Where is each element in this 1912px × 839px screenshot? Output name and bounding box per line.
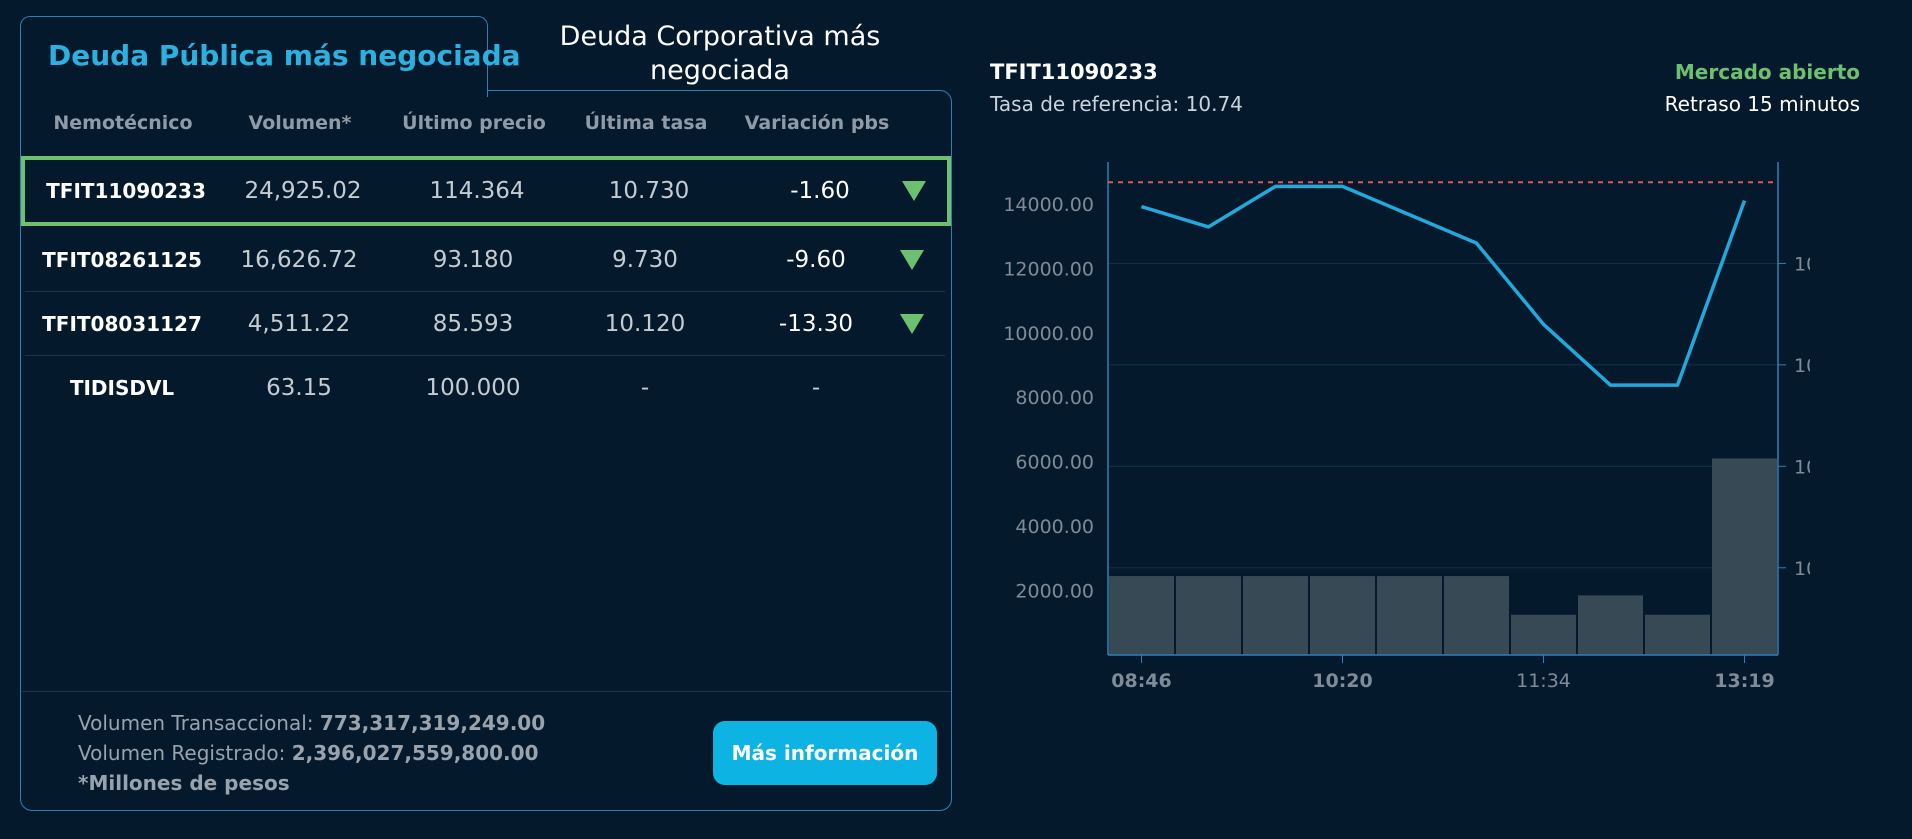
volume-bar: [1243, 576, 1308, 655]
table-row[interactable]: TIDISDVL 63.15 100.000 - -: [25, 356, 945, 420]
volume-bar: [1645, 614, 1710, 655]
right-tick-label: 10.60: [1794, 456, 1810, 478]
row-volumen: 4,511.22: [247, 311, 351, 337]
volume-bar: [1377, 576, 1442, 655]
volume-bar: [1511, 614, 1576, 655]
x-tick-label: 08:46: [1111, 670, 1171, 692]
row-divider: [25, 291, 945, 292]
row-variacion: -: [811, 375, 821, 401]
market-status: Mercado abierto: [1674, 60, 1860, 84]
down-arrow-icon: [902, 181, 926, 201]
row-tasa: 9.730: [612, 247, 678, 273]
volume-bar: [1109, 576, 1174, 655]
left-tick-label: 6000.00: [1015, 452, 1094, 474]
row-tasa: 10.120: [604, 311, 686, 337]
volume-bar: [1578, 595, 1643, 655]
table-header: Nemotécnico Volumen* Último precio Últim…: [20, 112, 952, 142]
delay-notice: Retraso 15 minutos: [1664, 92, 1860, 116]
x-tick-label: 11:34: [1516, 670, 1571, 692]
left-tick-label: 14000.00: [1003, 194, 1094, 216]
row-volumen: 24,925.02: [244, 178, 362, 204]
row-precio: 85.593: [432, 311, 514, 337]
price-chart: 2000.00 4000.00 6000.00 8000.00 10000.00 1200…: [1003, 162, 1810, 692]
row-nemotecnico: TIDISDVL: [69, 376, 175, 400]
row-precio: 93.180: [432, 247, 514, 273]
tab-deuda-publica[interactable]: Deuda Pública más negociada: [20, 16, 521, 97]
table-row-selected[interactable]: TFIT11090233 24,925.02 114.364 10.730 -1…: [21, 156, 951, 226]
right-tick-label: 10.55: [1794, 558, 1810, 580]
tab-deuda-corporativa-label-2: negociada: [650, 55, 790, 86]
header-ultimo-precio: Último precio: [402, 112, 546, 134]
row-nemotecnico: TFIT11090233: [46, 179, 206, 203]
right-tick-label: 10.65: [1794, 355, 1810, 377]
row-tasa: 10.730: [608, 178, 690, 204]
volume-bar: [1310, 576, 1375, 655]
row-precio: 100.000: [425, 375, 521, 401]
footer-divider: [21, 691, 951, 692]
header-nemotecnico: Nemotécnico: [53, 112, 193, 134]
x-tick-label: 13:19: [1714, 670, 1774, 692]
row-nemotecnico: TFIT08261125: [42, 248, 202, 272]
table-row[interactable]: TFIT08031127 4,511.22 85.593 10.120 -13.…: [25, 292, 945, 356]
row-volumen: 63.15: [266, 375, 332, 401]
header-variacion: Variación pbs: [744, 112, 890, 134]
row-tasa: -: [640, 375, 650, 401]
volumen-transaccional-label: Volumen Transaccional:: [78, 711, 320, 735]
volume-bar: [1176, 576, 1241, 655]
down-arrow-icon: [900, 314, 924, 334]
volumen-registrado: Volumen Registrado: 2,396,027,559,800.00: [78, 741, 538, 765]
volumen-transaccional: Volumen Transaccional: 773,317,319,249.0…: [78, 711, 545, 735]
row-variacion: -13.30: [778, 311, 854, 337]
row-variacion: -9.60: [786, 247, 846, 273]
header-ultima-tasa: Última tasa: [584, 112, 708, 134]
tab-deuda-corporativa[interactable]: Deuda Corporativa más negociada: [520, 20, 920, 90]
volumen-registrado-value: 2,396,027,559,800.00: [291, 741, 539, 765]
millones-note: *Millones de pesos: [78, 771, 290, 795]
right-tick-label: 10.70: [1794, 253, 1810, 275]
chart-ticker: TFIT11090233: [990, 60, 1158, 84]
left-tick-label: 8000.00: [1015, 387, 1094, 409]
rate-line: [1140, 184, 1747, 387]
x-tick-label: 10:20: [1312, 670, 1372, 692]
left-tick-label: 10000.00: [1003, 323, 1094, 345]
left-tick-label: 2000.00: [1015, 581, 1094, 603]
row-volumen: 16,626.72: [240, 247, 358, 273]
table-row[interactable]: TFIT08261125 16,626.72 93.180 9.730 -9.6…: [25, 228, 945, 292]
header-volumen: Volumen*: [248, 112, 352, 134]
volume-bar: [1444, 576, 1509, 655]
row-precio: 114.364: [429, 178, 525, 204]
left-tick-label: 12000.00: [1003, 258, 1094, 280]
tab-deuda-corporativa-label-1: Deuda Corporativa más: [559, 21, 881, 52]
volume-bar: [1712, 458, 1777, 655]
reference-rate: Tasa de referencia: 10.74: [990, 92, 1243, 116]
mas-informacion-button[interactable]: Más información: [713, 721, 937, 785]
row-divider: [25, 355, 945, 356]
tab-deuda-publica-label: Deuda Pública más negociada: [48, 39, 521, 72]
volumen-registrado-label: Volumen Registrado:: [78, 741, 292, 765]
row-variacion: -1.60: [790, 178, 850, 204]
down-arrow-icon: [900, 250, 924, 270]
left-tick-label: 4000.00: [1015, 516, 1094, 538]
volumen-transaccional-value: 773,317,319,249.00: [319, 711, 546, 735]
row-nemotecnico: TFIT08031127: [42, 312, 202, 336]
